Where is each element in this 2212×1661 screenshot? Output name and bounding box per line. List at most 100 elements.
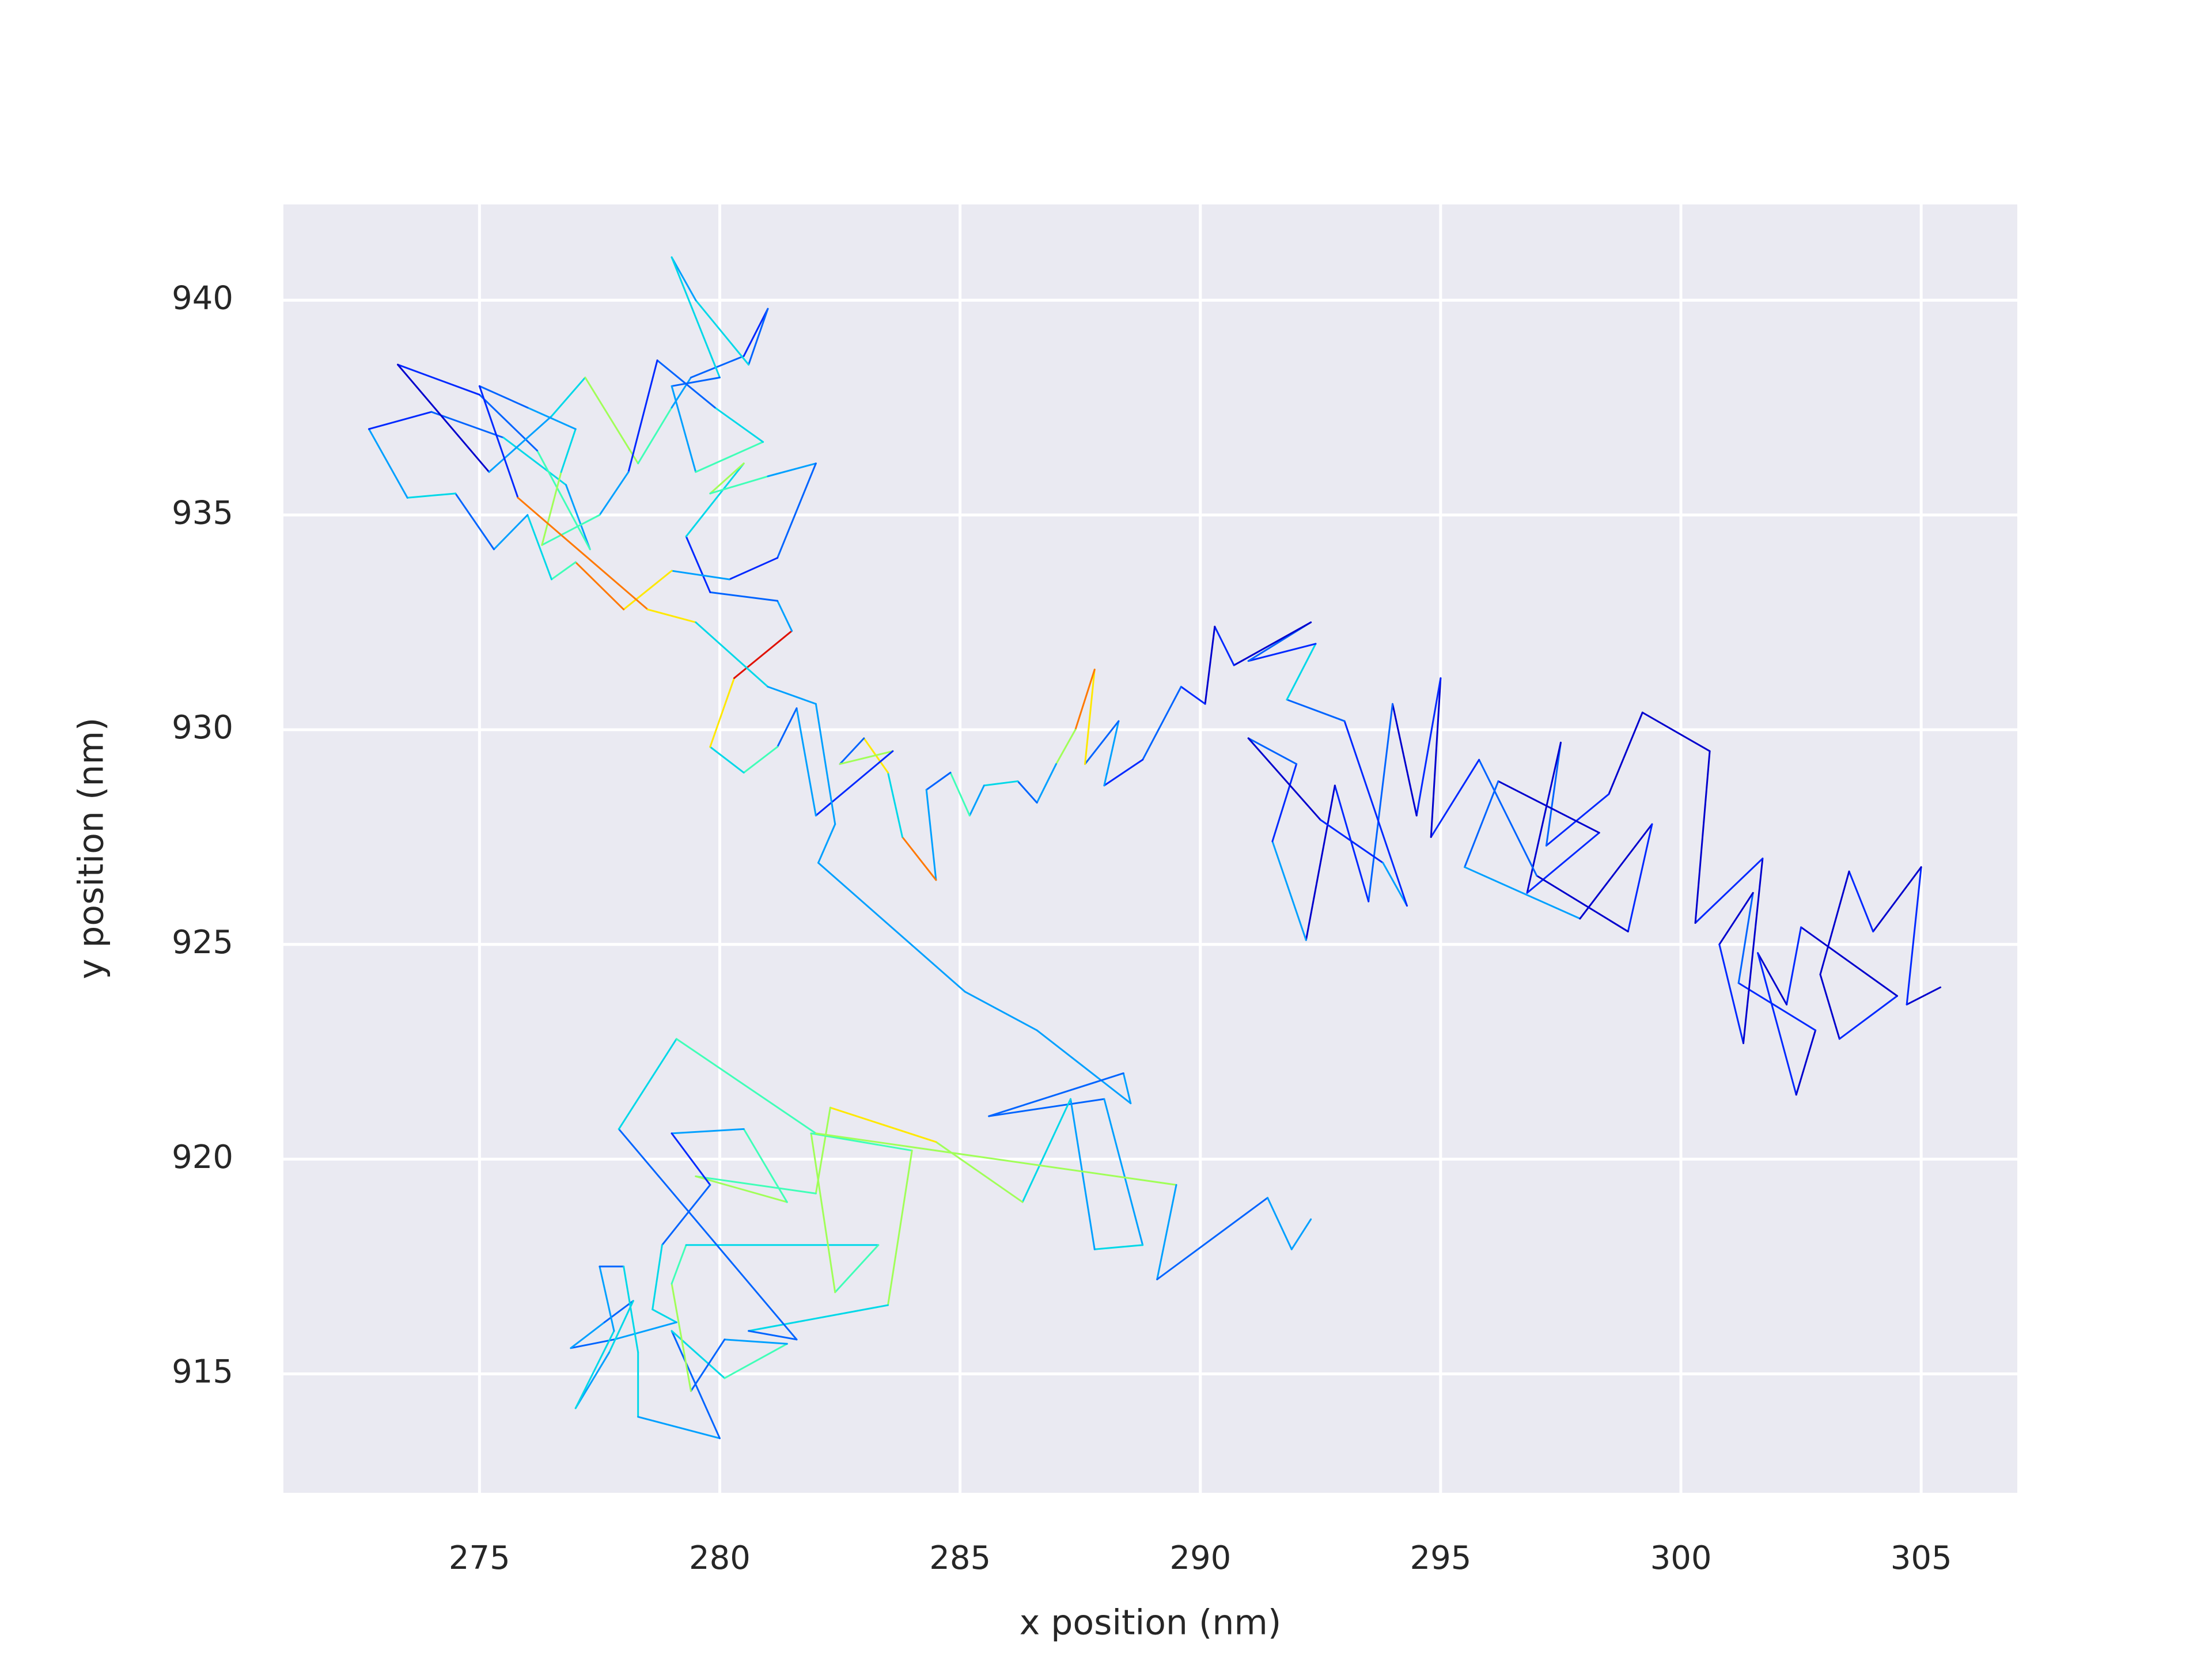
ticks: 275 280 285 290 295 300 305 915 920 925 930 935 940 — [172, 279, 1952, 1577]
trajectory-segment — [767, 462, 817, 477]
trajectory-segment — [777, 462, 817, 559]
trajectory-segment — [728, 557, 779, 581]
trajectory-segment — [834, 1244, 880, 1294]
trajectory-segment — [1103, 1098, 1144, 1246]
x-tick-label: 285 — [929, 1539, 991, 1577]
trajectory-segment — [709, 591, 779, 602]
trajectory-segment — [397, 363, 490, 473]
trajectory-segment — [695, 441, 764, 473]
trajectory-segment — [1286, 699, 1346, 722]
trajectory-segment — [1204, 625, 1216, 705]
trajectory-segment — [1536, 874, 1629, 932]
y-tick-label: 940 — [172, 279, 233, 317]
trajectory-segment — [1786, 926, 1802, 1006]
trajectory-segment — [527, 514, 553, 581]
trajectory-segment — [743, 746, 779, 774]
trajectory-segment — [551, 561, 577, 581]
trajectory-segment — [1819, 870, 1850, 976]
trajectory-segment — [608, 1300, 634, 1353]
trajectory-segment — [1036, 763, 1057, 804]
trajectory-segment — [709, 462, 745, 495]
y-tick-label: 935 — [172, 494, 233, 532]
trajectory-segment — [502, 437, 567, 486]
trajectory-segment — [810, 1132, 836, 1294]
trajectory-segment — [714, 407, 764, 443]
trajectory-segment — [652, 1244, 663, 1311]
y-tick-label: 920 — [172, 1139, 233, 1176]
trajectory-segment — [671, 1283, 692, 1392]
trajectory-segment — [627, 359, 658, 473]
trajectory-segment — [574, 1330, 615, 1409]
trajectory-segment — [925, 772, 952, 791]
trajectory-segment — [1103, 720, 1120, 787]
trajectory-segment — [777, 600, 793, 632]
trajectory-segment — [671, 1244, 687, 1285]
trajectory-segment — [661, 1184, 711, 1246]
trajectory-segment — [1247, 643, 1317, 662]
trajectory-segment — [517, 496, 649, 610]
trajectory-segment — [1070, 1098, 1096, 1250]
trajectory-segment — [671, 385, 697, 473]
trajectory-segment — [671, 1128, 745, 1135]
x-tick-label: 275 — [449, 1539, 510, 1577]
trajectory-segment — [1343, 720, 1408, 907]
trajectory-segment — [1464, 866, 1581, 920]
trajectory-segment — [709, 746, 745, 774]
trajectory-segment — [599, 471, 630, 516]
trajectory-segment — [1415, 677, 1442, 817]
trajectory-segment — [397, 363, 480, 396]
trajectory-segment — [815, 703, 836, 825]
trajectory-segment — [1848, 870, 1874, 932]
trajectory-segment — [656, 359, 716, 409]
trajectory-segment — [695, 621, 769, 688]
trajectory-segment — [1391, 703, 1418, 817]
trajectory-segment — [1021, 1098, 1072, 1203]
trajectory-segment — [1526, 832, 1600, 894]
trajectory-segment — [1819, 973, 1840, 1040]
trajectory-segment — [964, 991, 1038, 1032]
trajectory-segment — [1464, 780, 1499, 869]
trajectory-segment — [478, 385, 529, 409]
trajectory-segment — [618, 1128, 798, 1341]
trajectory-segment — [1122, 1072, 1132, 1105]
trajectory-segment — [671, 1132, 711, 1186]
trajectory-segment — [574, 561, 625, 610]
trajectory-segment — [1247, 737, 1321, 821]
trajectory-segment — [1382, 862, 1408, 907]
trajectory-segment — [1247, 737, 1298, 765]
trajectory-segment — [1478, 759, 1538, 877]
trajectory-segment — [829, 1106, 937, 1143]
trajectory-segment — [1093, 1244, 1144, 1250]
x-tick-label: 280 — [689, 1539, 751, 1577]
trajectory-segment — [733, 629, 793, 679]
trajectory-segment — [983, 780, 1019, 787]
trajectory-segment — [1906, 986, 1942, 1006]
trajectory-segment — [1838, 995, 1898, 1040]
trajectory-segment — [1694, 750, 1711, 924]
trajectory-segment — [1497, 780, 1600, 834]
trajectory-segment — [454, 492, 495, 551]
trajectory-segment — [839, 737, 865, 765]
trajectory-segment — [652, 1309, 677, 1324]
trajectory-segment — [599, 1265, 615, 1332]
y-axis-label: y position (nm) — [71, 718, 112, 980]
trajectory-segment — [478, 385, 519, 499]
trajectory-segment — [541, 471, 562, 546]
trajectory-segment — [1800, 926, 1898, 997]
y-tick-label: 930 — [172, 709, 233, 746]
trajectory-segment — [1214, 625, 1235, 666]
trajectory-segment — [623, 570, 673, 610]
trajectory-segment — [1103, 759, 1144, 787]
trajectory-segment — [1334, 784, 1370, 902]
trajectory-segment — [671, 256, 697, 301]
trajectory-segment — [1430, 677, 1442, 838]
trajectory-segment — [743, 308, 769, 357]
plot-background — [283, 204, 2017, 1493]
trajectory-segment — [724, 1338, 788, 1345]
trajectory-segment — [743, 1128, 788, 1203]
x-axis-label: x position (nm) — [1020, 1603, 1282, 1643]
trajectory-segment — [1319, 819, 1384, 864]
trajectory-segment — [637, 1416, 721, 1439]
trajectory-segment — [527, 407, 577, 430]
trajectory-segment — [1579, 823, 1653, 920]
